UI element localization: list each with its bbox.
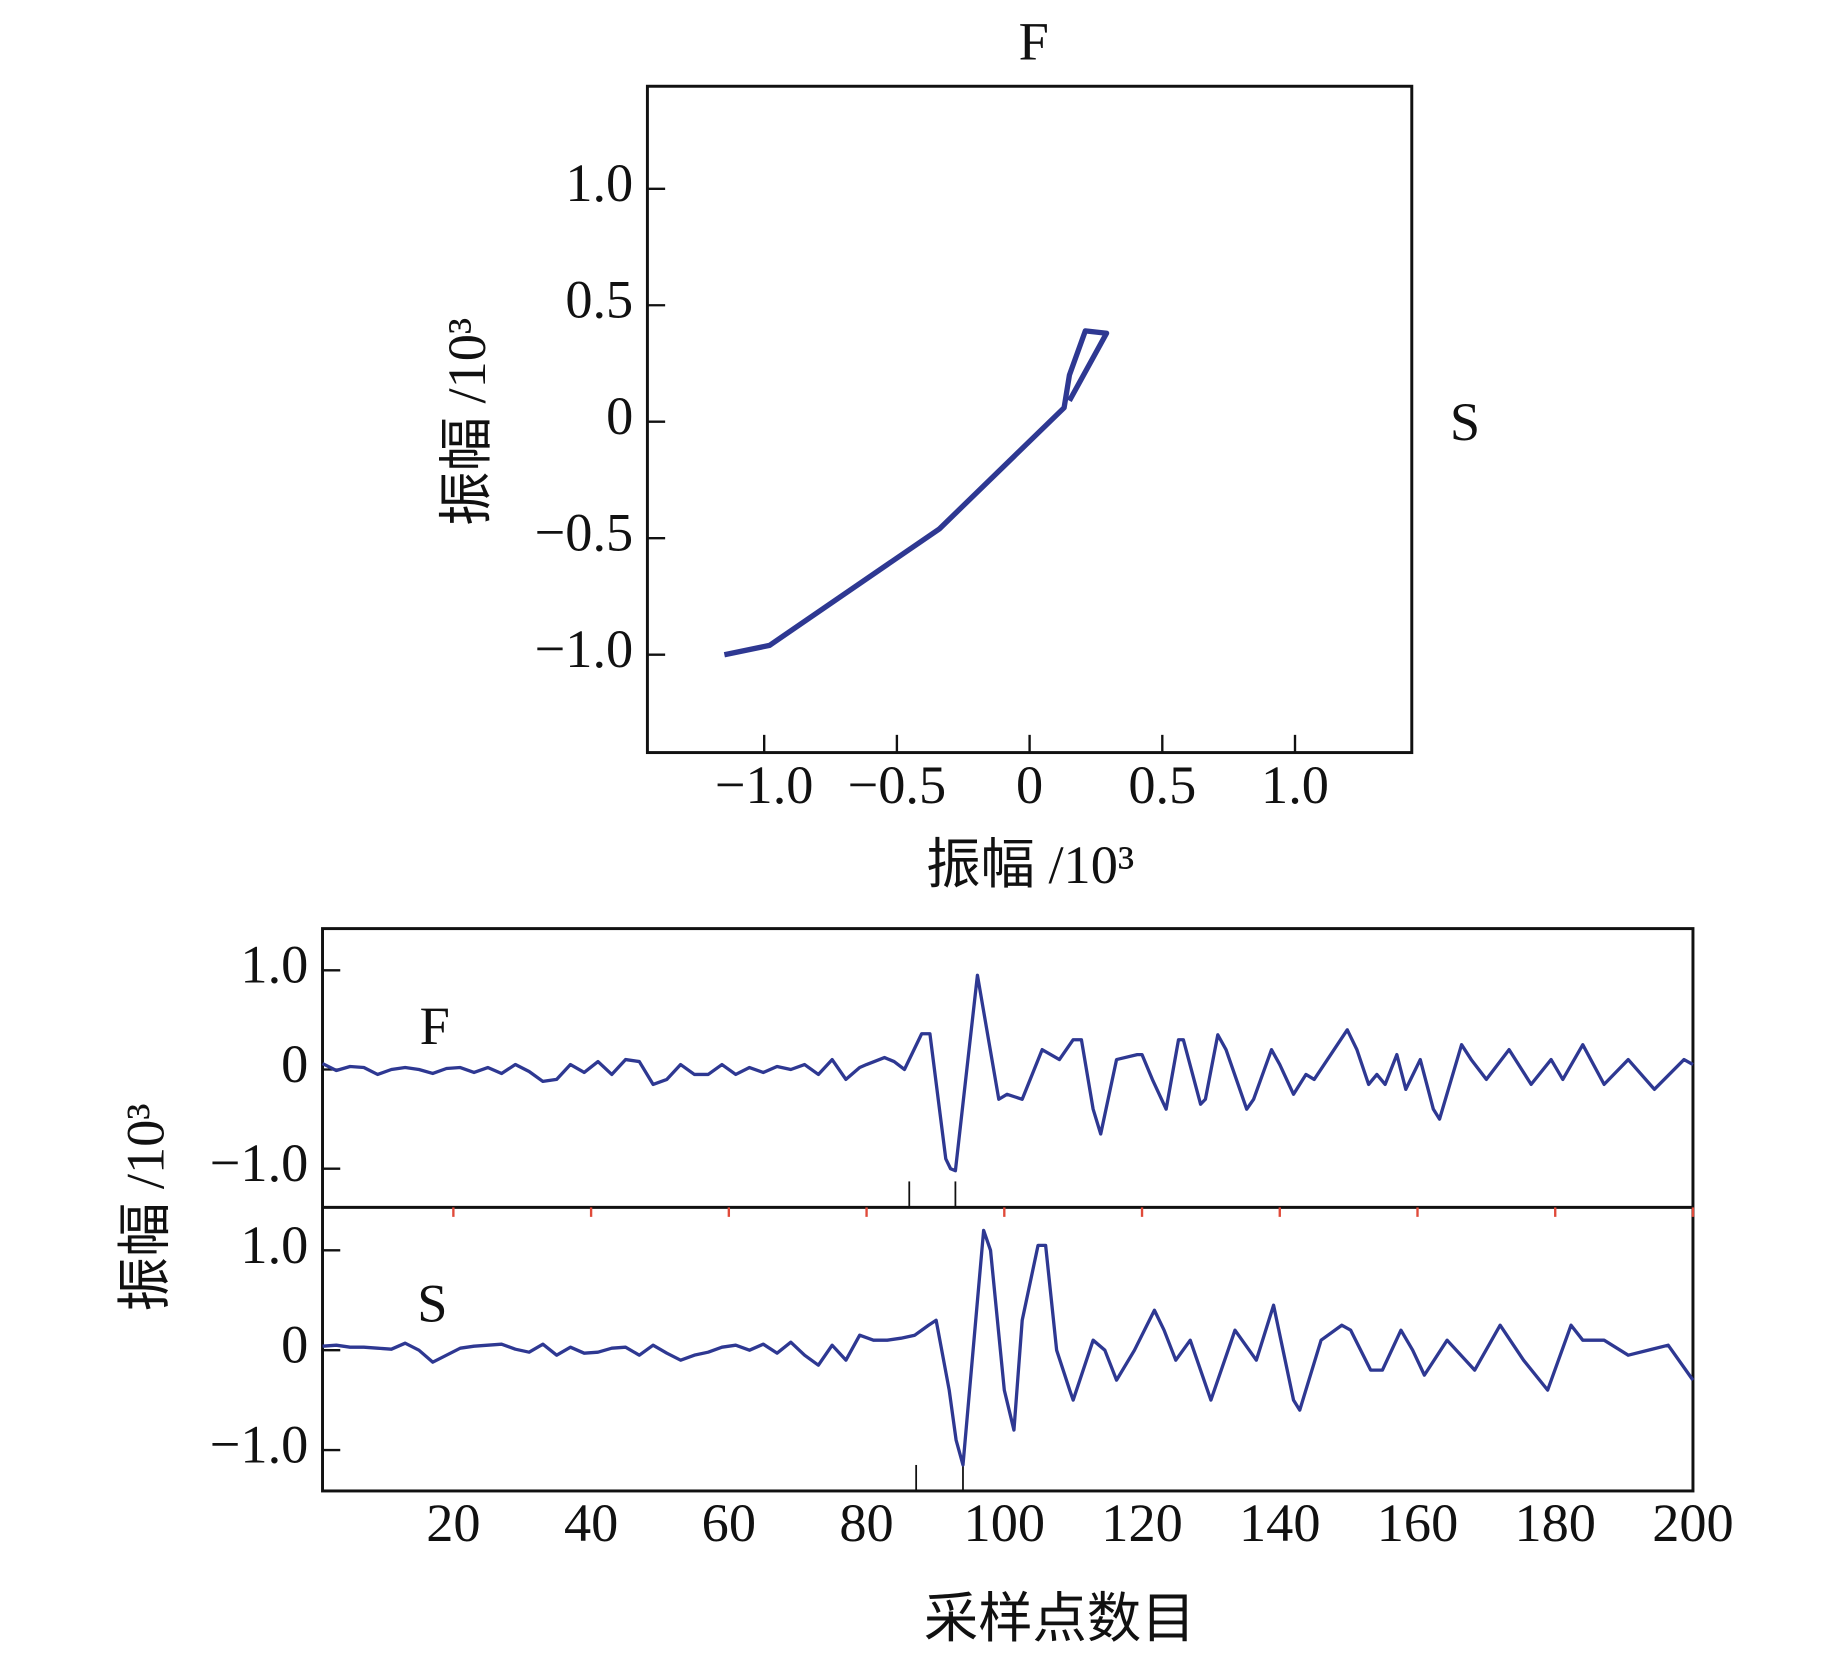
x-tick-label: 0.5 [1128, 755, 1196, 815]
trace-label: F [420, 996, 450, 1056]
x-tick-label: 160 [1377, 1493, 1459, 1553]
x-tick-label: 180 [1514, 1493, 1596, 1553]
x-tick-label: −1.0 [715, 755, 814, 815]
x-tick-label: 20 [426, 1493, 480, 1553]
data-line [723, 328, 1110, 658]
x-tick-label: 200 [1652, 1493, 1734, 1553]
x-tick-label: −0.5 [848, 755, 947, 815]
x-tick-label: 80 [839, 1493, 893, 1553]
y-axis-title: 振幅 /10³ [116, 1103, 176, 1311]
x-tick-label: 100 [964, 1493, 1046, 1553]
y-tick-label: 1.0 [565, 153, 633, 213]
hodogram-frame [645, 84, 1414, 755]
y-tick-label: 0 [281, 1315, 308, 1375]
x-tick-label: 120 [1101, 1493, 1183, 1553]
y-tick-label: 0.5 [565, 270, 633, 330]
y-tick-label: −0.5 [535, 503, 634, 563]
top-label: F [1019, 12, 1049, 72]
y-tick-label: 1.0 [240, 935, 308, 995]
y-tick-label: 0 [281, 1034, 308, 1094]
y-tick-label: −1.0 [210, 1133, 309, 1193]
y-tick-label: −1.0 [210, 1414, 309, 1474]
y-tick-label: 0 [606, 386, 633, 446]
x-axis-title: 振幅 /10³ [926, 835, 1134, 895]
y-tick-label: −1.0 [535, 619, 634, 679]
y-axis-title: 振幅 /10³ [437, 318, 497, 526]
y-tick-label: 1.0 [240, 1215, 308, 1275]
trace-label: S [417, 1273, 447, 1333]
x-tick-label: 0 [1016, 755, 1043, 815]
data-line [321, 973, 1694, 1173]
data-line [322, 1228, 1695, 1467]
x-axis-title: 采样点数目 [924, 1589, 1196, 1649]
x-tick-label: 40 [564, 1493, 618, 1553]
right-label: S [1450, 392, 1480, 452]
x-tick-label: 60 [702, 1493, 756, 1553]
x-tick-label: 140 [1239, 1493, 1321, 1553]
x-tick-label: 1.0 [1261, 755, 1329, 815]
